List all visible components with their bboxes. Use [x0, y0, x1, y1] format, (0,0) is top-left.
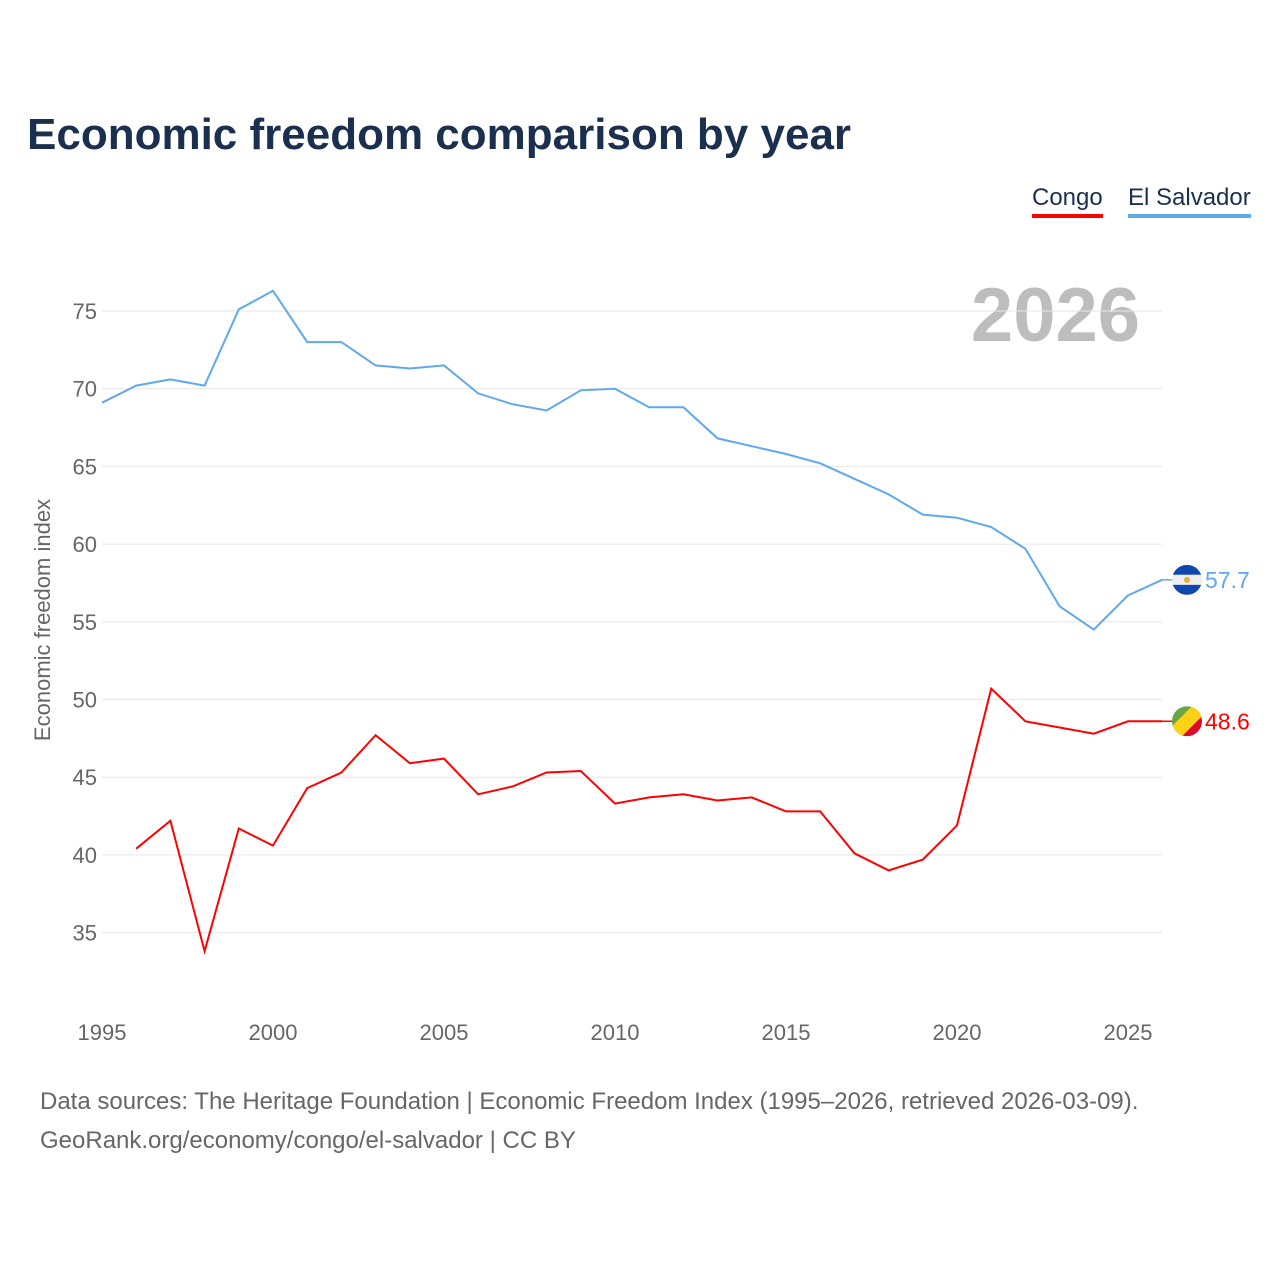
x-tick-label: 2000 [249, 1020, 298, 1045]
y-tick-label: 70 [73, 377, 97, 402]
series-line-el-salvador [101, 289, 1163, 631]
y-tick-label: 55 [73, 610, 97, 635]
year-watermark: 2026 [971, 273, 1140, 358]
x-tick-label: 2025 [1104, 1020, 1153, 1045]
chart-title: Economic freedom comparison by year [27, 110, 852, 159]
y-axis-label: Economic freedom index [30, 499, 55, 741]
el-salvador-flag-icon [1172, 564, 1202, 595]
y-tick-label: 50 [73, 688, 97, 713]
end-value-label: 48.6 [1205, 708, 1250, 734]
x-tick-label: 1995 [78, 1020, 127, 1045]
y-tick-label: 40 [73, 843, 97, 868]
legend-congo[interactable]: Congo [1032, 184, 1103, 218]
y-tick-label: 75 [73, 299, 97, 324]
legend-el-salvador[interactable]: El Salvador [1128, 184, 1251, 218]
footer-link: GeoRank.org/economy/congo/el-salvador | … [40, 1127, 576, 1154]
x-tick-label: 2020 [933, 1020, 982, 1045]
end-value-label: 57.7 [1205, 567, 1250, 593]
x-tick-label: 2010 [591, 1020, 640, 1045]
y-tick-label: 65 [73, 454, 97, 479]
congo-flag-icon [1172, 706, 1202, 737]
y-tick-label: 60 [73, 532, 97, 557]
footer-sources: Data sources: The Heritage Foundation | … [40, 1088, 1139, 1115]
y-tick-label: 45 [73, 765, 97, 790]
y-tick-label: 35 [73, 921, 97, 946]
x-tick-label: 2015 [762, 1020, 811, 1045]
series-line-congo [135, 686, 1163, 956]
x-tick-label: 2005 [420, 1020, 469, 1045]
